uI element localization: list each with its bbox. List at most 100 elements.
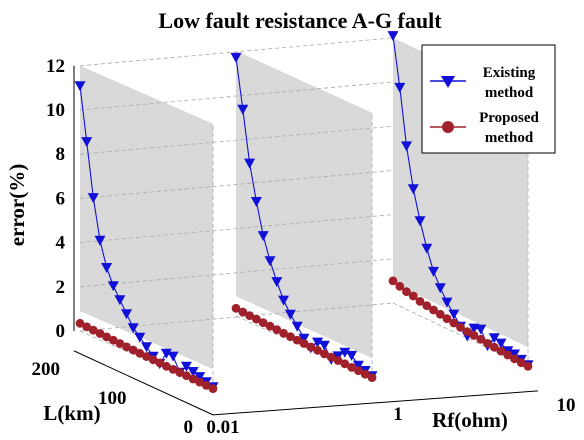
data-point: [278, 295, 290, 306]
data-point: [208, 384, 218, 393]
data-point: [272, 325, 282, 335]
data-point: [421, 243, 433, 254]
data-point: [160, 348, 172, 359]
data-point: [318, 340, 330, 351]
data-point: [252, 314, 261, 324]
rf-tick-labels: 0.01 1 10: [206, 395, 575, 438]
legend-proposed-line1: Proposed: [479, 110, 539, 126]
data-point: [188, 374, 198, 384]
data-point: [503, 350, 513, 360]
data-point: [291, 321, 303, 332]
data-point: [175, 368, 185, 377]
data-point: [320, 349, 329, 359]
data-point: [434, 283, 446, 294]
panel-wall: [80, 65, 213, 390]
data-point: [94, 235, 106, 246]
data-point: [333, 356, 343, 365]
data-point: [346, 350, 358, 361]
z-tick-label: 10: [46, 100, 65, 121]
data-point: [475, 324, 487, 335]
data-point: [250, 197, 262, 207]
data-point: [74, 81, 86, 92]
legend: Existing method Proposed method: [421, 44, 556, 154]
data-point: [195, 377, 205, 387]
series-layer: [74, 31, 534, 393]
floor-grid-line: [392, 302, 529, 368]
data-point: [299, 339, 309, 348]
data-point: [313, 345, 322, 355]
data-point: [387, 31, 399, 42]
data-point: [495, 338, 507, 349]
data-point: [180, 361, 192, 372]
data-point: [414, 216, 426, 227]
data-point: [82, 322, 92, 332]
data-point: [286, 332, 295, 341]
data-point: [388, 276, 398, 286]
data-point: [489, 342, 499, 352]
l-tick-label: 0: [184, 417, 194, 438]
l-axis-line: [73, 350, 214, 416]
data-point: [523, 361, 533, 371]
data-point: [449, 318, 459, 328]
z-tick-label: 12: [46, 56, 65, 77]
data-point: [257, 231, 269, 242]
data-point: [258, 318, 268, 328]
data-point: [441, 297, 453, 308]
data-point: [201, 381, 211, 390]
data-point: [141, 342, 152, 353]
data-point: [429, 305, 438, 315]
data-point: [352, 360, 364, 371]
data-point: [428, 266, 439, 277]
data-point: [264, 256, 276, 267]
data-point: [155, 358, 165, 368]
rf-tick-label: 0.01: [206, 417, 239, 438]
data-point: [265, 321, 275, 331]
z-grid-line: [79, 37, 394, 67]
data-point: [114, 295, 126, 306]
data-point: [395, 281, 405, 291]
data-point: [122, 342, 131, 352]
data-point: [488, 333, 500, 344]
data-point: [194, 372, 206, 383]
z-grid-line: [79, 170, 394, 199]
data-point: [168, 365, 178, 374]
data-point: [516, 358, 526, 368]
data-point: [87, 193, 99, 204]
z-grid-line: [79, 125, 394, 155]
data-point: [448, 309, 460, 320]
data-point: [408, 291, 418, 301]
data-point: [306, 342, 316, 352]
data-point: [510, 354, 519, 364]
rf-tick-label: 10: [557, 395, 576, 416]
data-point: [340, 359, 350, 369]
chart-title: Low fault resistance A-G fault: [158, 8, 442, 33]
data-point: [360, 369, 370, 379]
data-point: [162, 361, 171, 371]
data-point: [135, 348, 145, 358]
data-point: [134, 332, 146, 343]
data-point: [292, 335, 302, 345]
l-tick-labels: 200 100 0: [32, 359, 194, 438]
z-grid-line: [79, 81, 394, 111]
legend-existing-line2: method: [485, 85, 534, 101]
z-tick-label: 4: [56, 233, 66, 254]
data-point: [115, 339, 125, 348]
data-point: [347, 363, 356, 372]
data-point: [81, 137, 93, 148]
data-point: [496, 346, 506, 356]
rf-tick-label: 1: [393, 404, 403, 425]
data-point: [462, 327, 472, 336]
data-point: [148, 355, 158, 365]
data-point: [88, 325, 98, 335]
data-point: [483, 339, 492, 348]
data-point: [402, 287, 411, 297]
data-point: [354, 366, 363, 376]
z-tick-label: 2: [56, 277, 66, 298]
data-point: [469, 331, 479, 340]
data-point: [312, 337, 324, 348]
data-point: [187, 367, 199, 377]
data-point: [394, 82, 406, 93]
data-point: [182, 371, 191, 380]
z-tick-labels: 0 2 4 6 8 10 12: [46, 56, 66, 342]
